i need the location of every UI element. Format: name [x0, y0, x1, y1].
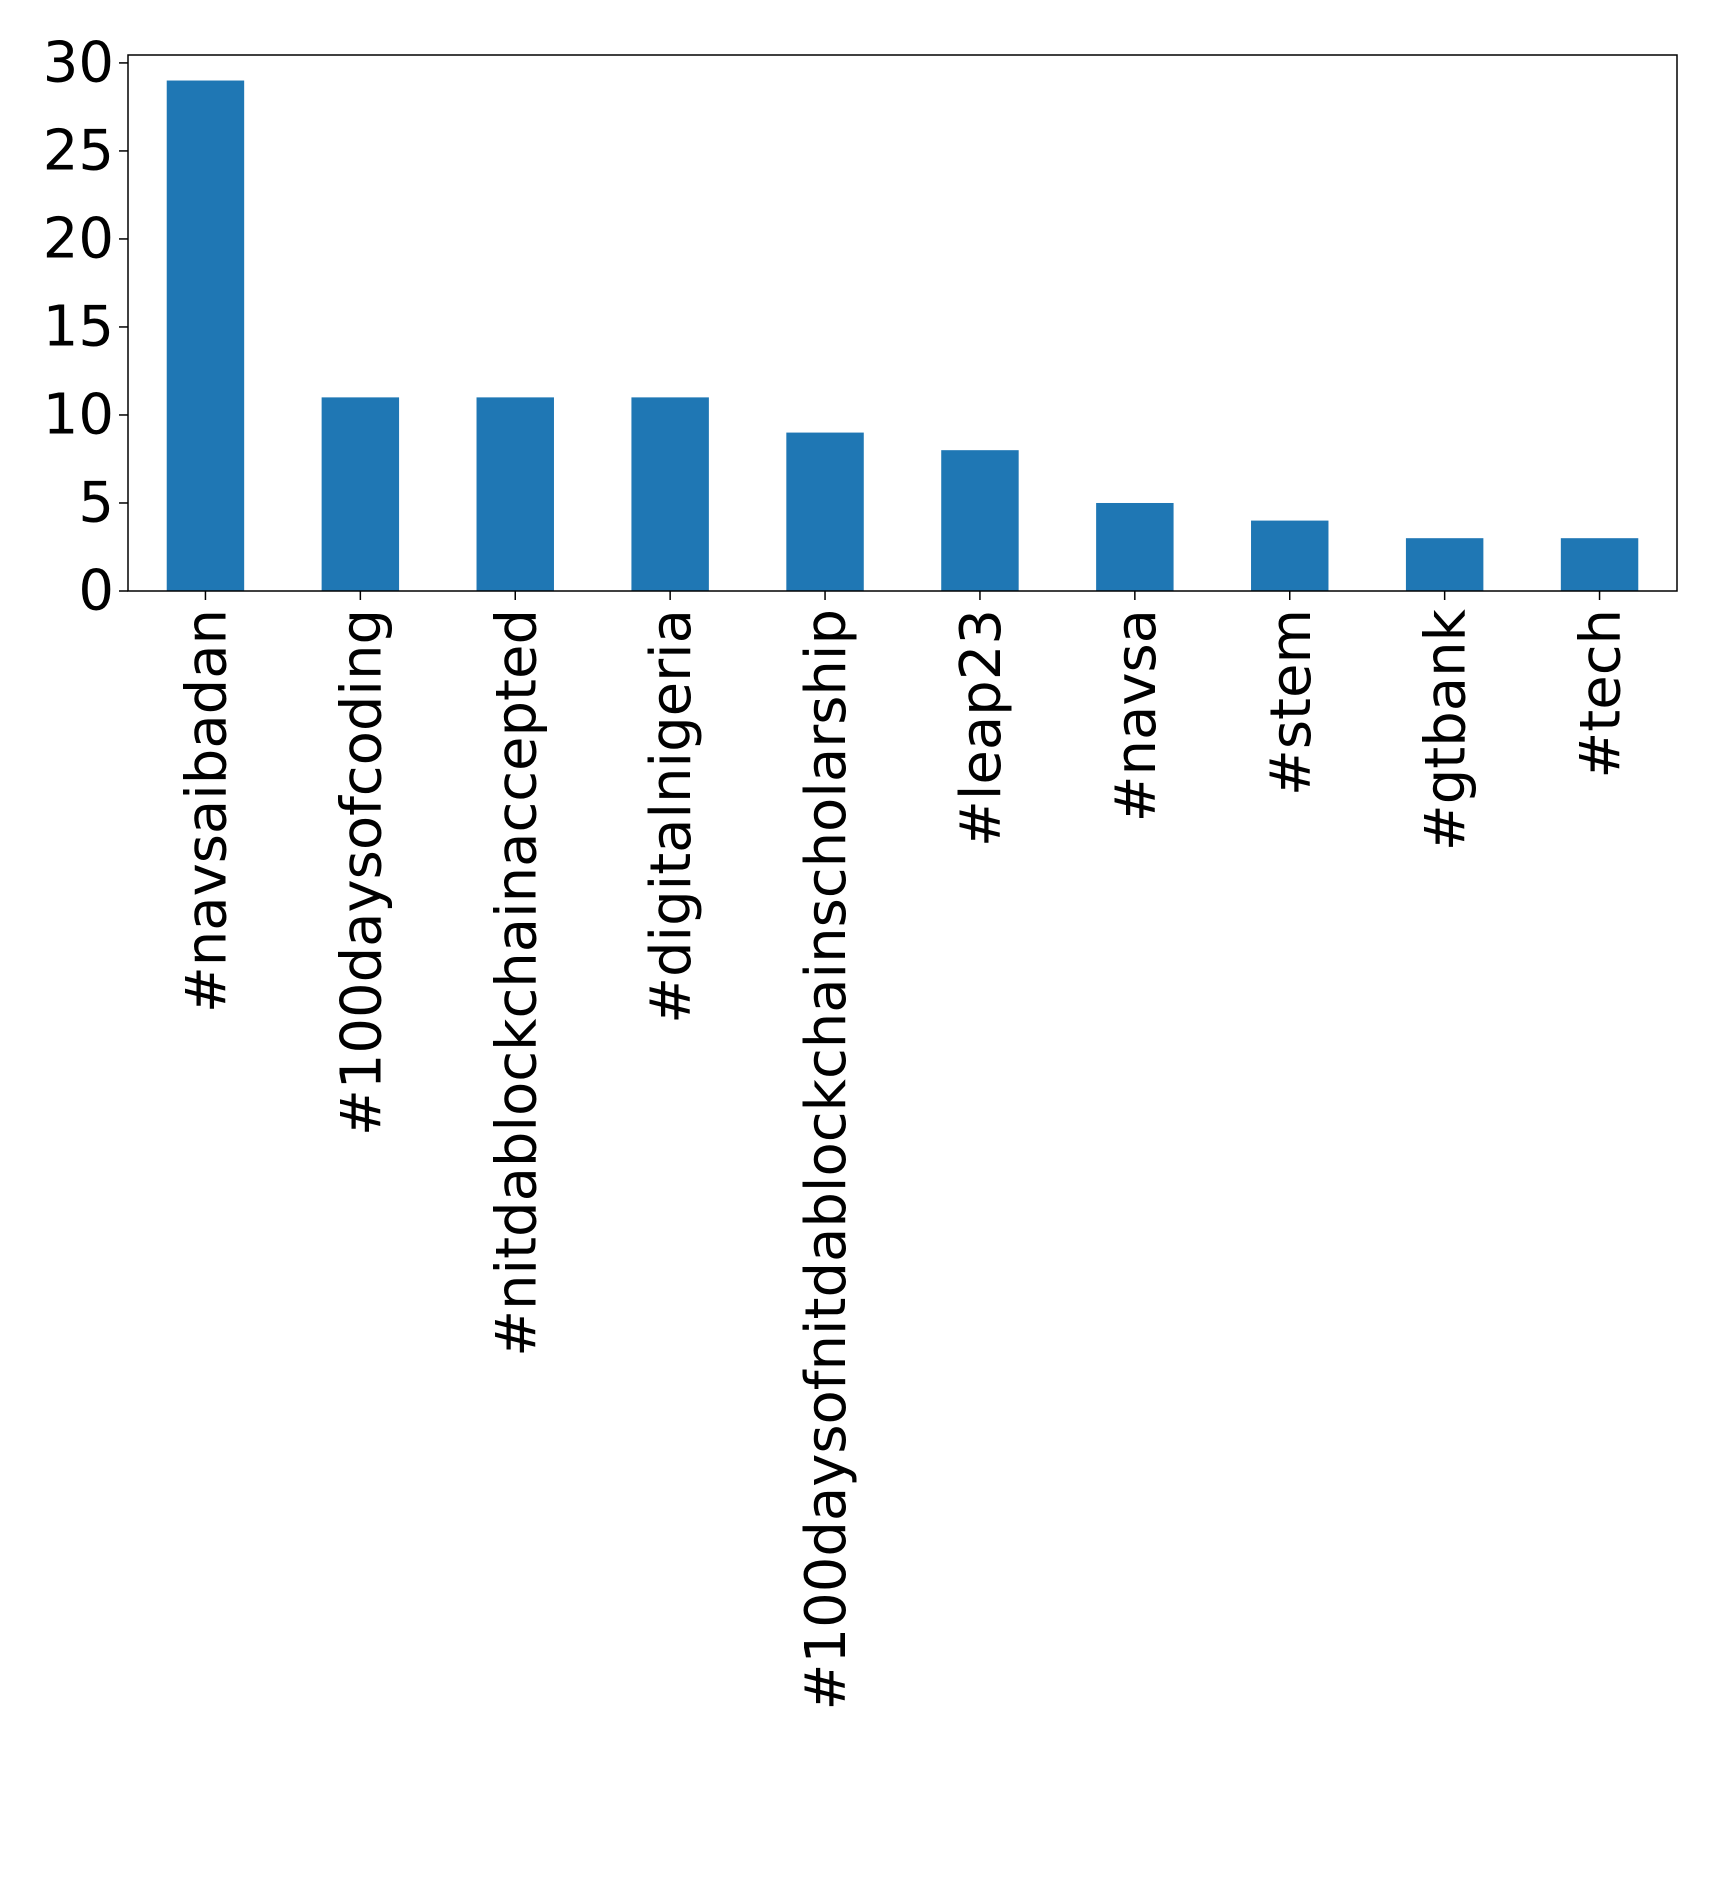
y-tick-label-5: 5: [78, 470, 114, 535]
bar-nitdablockchainaccepted: [476, 397, 554, 591]
y-tick-label-10: 10: [43, 382, 114, 447]
x-tick-label-navsa: #navsa: [1104, 609, 1169, 822]
bar-100daysofcoding: [321, 397, 400, 591]
bars-group: [166, 80, 1639, 592]
x-tick-label-digitalnigeria: #digitalnigeria: [639, 609, 704, 1024]
y-tick-label-0: 0: [78, 559, 114, 624]
x-tick-label-100daysofnitdablockchainscholarship: #100daysofnitdablockchainscholarship: [794, 609, 859, 1710]
x-tick-label-100daysofcoding: #100daysofcoding: [329, 609, 394, 1136]
bar-navsaibadan: [166, 80, 245, 592]
y-axis: 0 5 10 15 20 25 30: [43, 30, 128, 624]
bar-tech: [1560, 538, 1639, 591]
bar-digitalnigeria: [631, 397, 709, 591]
y-tick-label-25: 25: [43, 118, 114, 183]
y-tick-label-30: 30: [43, 30, 114, 95]
bar-gtbank: [1405, 538, 1484, 591]
x-tick-label-tech: #tech: [1569, 609, 1634, 779]
y-tick-label-15: 15: [43, 294, 114, 359]
plot-frame: [127, 54, 1678, 592]
x-tick-label-gtbank: #gtbank: [1414, 608, 1479, 851]
y-tick-label-20: 20: [43, 206, 114, 271]
bar-100daysofnitdablockchainscholarship: [786, 432, 864, 591]
x-tick-label-stem: #stem: [1259, 609, 1324, 796]
x-tick-label-leap23: #leap23: [949, 609, 1014, 847]
bar-navsa: [1096, 502, 1174, 591]
bar-stem: [1251, 520, 1329, 591]
x-axis: #navsaibadan #100daysofcoding #nitdablockc…: [174, 591, 1634, 1710]
x-tick-label-nitdablockchainaccepted: #nitdablockchainaccepted: [484, 609, 549, 1357]
bar-leap23: [941, 450, 1019, 591]
x-tick-label-navsaibadan: #navsaibadan: [174, 609, 239, 1013]
